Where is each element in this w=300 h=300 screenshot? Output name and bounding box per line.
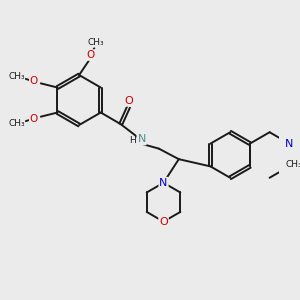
Text: O: O: [87, 50, 95, 60]
Text: CH₃: CH₃: [285, 160, 300, 169]
Text: O: O: [30, 114, 38, 124]
Text: CH₃: CH₃: [88, 38, 104, 47]
Text: N: N: [137, 134, 146, 144]
Text: O: O: [125, 96, 134, 106]
Text: N: N: [285, 139, 293, 148]
Text: O: O: [30, 76, 38, 86]
Text: H: H: [129, 136, 136, 145]
Text: CH₃: CH₃: [8, 73, 25, 82]
Text: CH₃: CH₃: [8, 118, 25, 127]
Text: O: O: [159, 217, 168, 226]
Text: N: N: [159, 178, 168, 188]
